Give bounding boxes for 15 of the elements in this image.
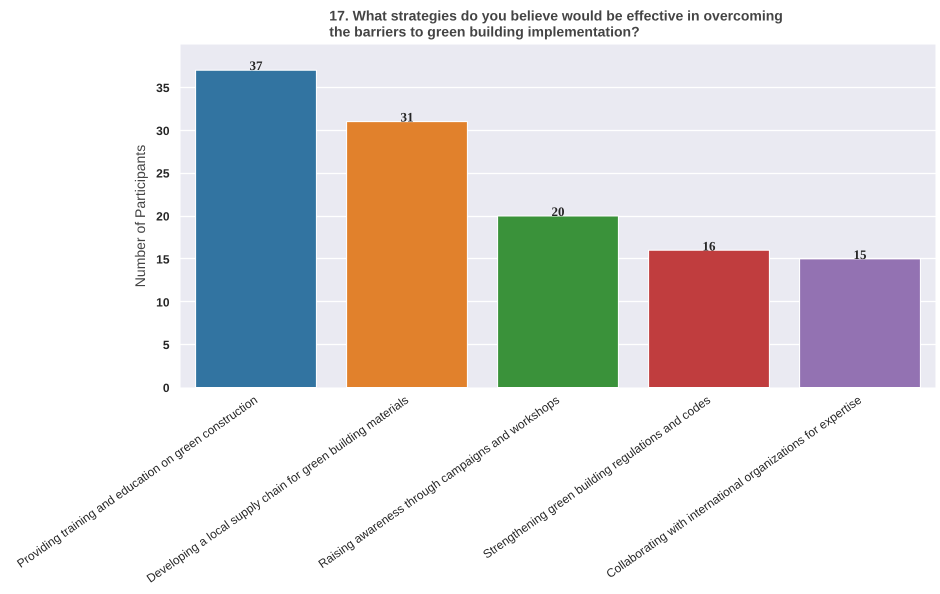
y-tick-label: 35 [156, 80, 170, 95]
data-label: 31 [400, 110, 414, 125]
data-label: 20 [552, 204, 564, 219]
data-label: 37 [250, 58, 263, 74]
y-tick-label: 10 [156, 295, 170, 310]
y-tick-label: 30 [156, 124, 170, 138]
data-label: 16 [702, 238, 716, 254]
y-tick-label: 0 [162, 381, 170, 395]
y-tick-label: 25 [156, 166, 170, 181]
chart-title: 17. What strategies do you believe would be effective in overcoming the barriers to green building implementation? [329, 8, 783, 40]
y-tick-label: 15 [156, 252, 170, 266]
y-tick-label: 20 [156, 210, 170, 224]
y-tick-label: 5 [162, 338, 170, 352]
y-axis-title: Number of Participants [132, 144, 148, 288]
data-label: 15 [854, 246, 867, 262]
